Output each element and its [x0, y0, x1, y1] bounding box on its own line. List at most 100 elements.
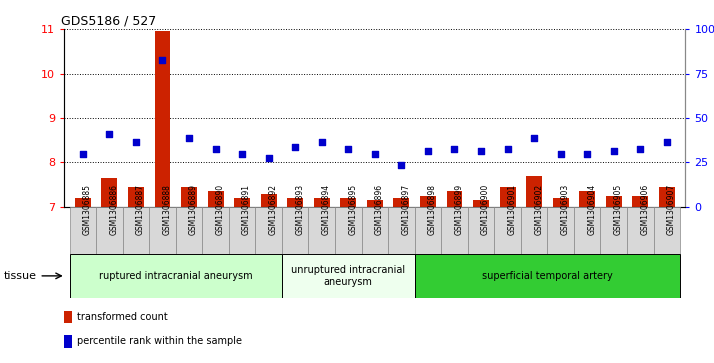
Bar: [553, 198, 568, 207]
Bar: [415, 207, 441, 254]
Text: GSM1306904: GSM1306904: [587, 184, 596, 235]
Text: GSM1306892: GSM1306892: [268, 184, 278, 235]
Text: GSM1306903: GSM1306903: [560, 184, 570, 235]
Point: [555, 151, 566, 156]
Point: [502, 146, 513, 152]
Bar: [149, 207, 176, 254]
Bar: [234, 198, 250, 207]
Point: [396, 162, 407, 168]
Text: unruptured intracranial
aneurysm: unruptured intracranial aneurysm: [291, 265, 406, 287]
Text: GDS5186 / 527: GDS5186 / 527: [61, 15, 156, 28]
Text: GSM1306887: GSM1306887: [136, 184, 145, 235]
Bar: [633, 196, 648, 207]
Bar: [176, 207, 202, 254]
Text: GSM1306899: GSM1306899: [455, 184, 463, 235]
Bar: [574, 207, 600, 254]
Text: GSM1306895: GSM1306895: [348, 184, 357, 235]
Text: GSM1306889: GSM1306889: [189, 184, 198, 235]
Text: ruptured intracranial aneurysm: ruptured intracranial aneurysm: [99, 271, 253, 281]
Text: GSM1306905: GSM1306905: [614, 184, 623, 235]
Bar: [579, 191, 595, 207]
Bar: [64, 310, 72, 323]
Point: [236, 151, 248, 156]
Bar: [388, 207, 415, 254]
Text: GSM1306906: GSM1306906: [640, 184, 649, 235]
Bar: [500, 187, 516, 207]
Text: GSM1306902: GSM1306902: [534, 184, 543, 235]
Point: [635, 146, 646, 152]
Bar: [548, 207, 574, 254]
Text: GSM1306901: GSM1306901: [508, 184, 517, 235]
Point: [316, 139, 328, 145]
Bar: [415, 254, 680, 298]
Bar: [287, 198, 303, 207]
Bar: [261, 193, 276, 207]
Bar: [659, 187, 675, 207]
Text: GSM1306888: GSM1306888: [163, 184, 171, 235]
Text: GSM1306898: GSM1306898: [428, 184, 437, 235]
Bar: [335, 207, 361, 254]
Bar: [494, 207, 521, 254]
Text: superficial temporal artery: superficial temporal artery: [482, 271, 613, 281]
Point: [263, 155, 274, 161]
Bar: [229, 207, 256, 254]
Bar: [473, 200, 489, 207]
Point: [476, 148, 487, 154]
Bar: [420, 196, 436, 207]
Bar: [69, 207, 96, 254]
Point: [581, 151, 593, 156]
Bar: [282, 207, 308, 254]
Point: [661, 139, 673, 145]
Bar: [123, 207, 149, 254]
Point: [449, 146, 461, 152]
Bar: [441, 207, 468, 254]
Bar: [282, 254, 415, 298]
Point: [183, 135, 195, 141]
Bar: [154, 31, 171, 207]
Point: [608, 148, 620, 154]
Bar: [446, 191, 463, 207]
Text: percentile rank within the sample: percentile rank within the sample: [76, 337, 241, 346]
Point: [77, 151, 89, 156]
Bar: [653, 207, 680, 254]
Point: [422, 148, 433, 154]
Point: [528, 135, 540, 141]
Bar: [605, 196, 622, 207]
Bar: [208, 191, 223, 207]
Point: [289, 144, 301, 150]
Bar: [181, 187, 197, 207]
Bar: [101, 178, 117, 207]
Bar: [521, 207, 548, 254]
Text: GSM1306893: GSM1306893: [295, 184, 304, 235]
Bar: [393, 198, 409, 207]
Point: [369, 151, 381, 156]
Bar: [600, 207, 627, 254]
Bar: [526, 176, 542, 207]
Bar: [75, 198, 91, 207]
Bar: [313, 198, 330, 207]
Bar: [64, 335, 72, 348]
Text: GSM1306891: GSM1306891: [242, 184, 251, 235]
Point: [210, 146, 221, 152]
Bar: [96, 207, 123, 254]
Point: [157, 57, 169, 63]
Text: GSM1306886: GSM1306886: [109, 184, 119, 235]
Bar: [69, 254, 282, 298]
Bar: [468, 207, 494, 254]
Text: GSM1306900: GSM1306900: [481, 184, 490, 235]
Text: GSM1306896: GSM1306896: [375, 184, 384, 235]
Text: GSM1306907: GSM1306907: [667, 184, 676, 235]
Text: GSM1306894: GSM1306894: [322, 184, 331, 235]
Bar: [202, 207, 229, 254]
Point: [343, 146, 354, 152]
Text: transformed count: transformed count: [76, 312, 168, 322]
Text: GSM1306897: GSM1306897: [401, 184, 411, 235]
Bar: [256, 207, 282, 254]
Bar: [367, 200, 383, 207]
Point: [104, 131, 115, 136]
Bar: [308, 207, 335, 254]
Bar: [341, 198, 356, 207]
Bar: [361, 207, 388, 254]
Text: GSM1306890: GSM1306890: [216, 184, 225, 235]
Text: tissue: tissue: [4, 271, 36, 281]
